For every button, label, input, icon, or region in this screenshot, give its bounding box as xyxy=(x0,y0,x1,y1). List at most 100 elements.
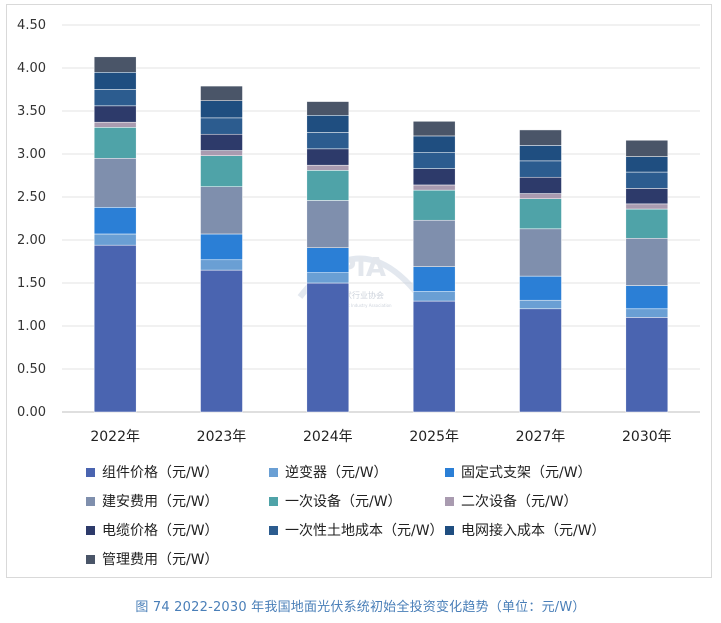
watermark-name: 中国光伏行业协会 xyxy=(320,290,384,300)
bar-segment xyxy=(412,168,456,186)
bar-segment xyxy=(93,56,137,73)
bar-segment xyxy=(519,228,562,277)
bar-segment xyxy=(93,89,137,107)
bar-segment xyxy=(200,233,243,261)
bar-segment xyxy=(93,121,137,128)
bar-segment xyxy=(412,266,456,292)
bar-segment xyxy=(200,150,243,156)
bar-segment xyxy=(306,282,350,413)
legend-label: 管理费用（元/W） xyxy=(102,552,219,568)
bar-segment xyxy=(306,247,350,273)
legend-label: 建安费用（元/W） xyxy=(102,494,219,510)
bar-segment xyxy=(412,219,456,267)
y-tick-label: 3.50 xyxy=(17,104,46,119)
bar-segment xyxy=(412,300,456,413)
legend-swatch xyxy=(445,496,454,506)
bar-segment xyxy=(93,105,137,123)
bar-segment xyxy=(625,238,669,286)
bar-segment xyxy=(306,115,350,133)
bar-segment xyxy=(519,160,562,178)
bar-segment xyxy=(200,186,243,235)
legend-item: 组件价格（元/W） xyxy=(86,462,219,482)
bar-segment xyxy=(200,85,243,101)
bar-segment xyxy=(306,101,350,116)
bar-stack xyxy=(412,121,456,413)
bar-stack xyxy=(306,101,350,413)
legend-swatch xyxy=(269,525,278,535)
y-tick-label: 0.50 xyxy=(17,362,46,377)
bar-stack xyxy=(625,139,669,413)
bar-segment xyxy=(200,117,243,135)
bar-segment xyxy=(519,299,562,310)
bar-segment xyxy=(519,176,562,194)
y-tick-label: 2.50 xyxy=(17,190,46,205)
legend-item: 电缆价格（元/W） xyxy=(86,520,219,540)
bar-segment xyxy=(625,188,669,205)
bar-segment xyxy=(93,72,137,90)
bar-segment xyxy=(93,158,137,208)
legend-item: 电网接入成本（元/W） xyxy=(445,520,606,540)
legend-item: 建安费用（元/W） xyxy=(86,491,219,511)
bar-segment xyxy=(412,189,456,221)
stacked-bar-chart: CPIA 中国光伏行业协会 China Photovoltaic Industr… xyxy=(17,18,700,445)
watermark-sub: China Photovoltaic Industry Association xyxy=(312,303,392,308)
bar-segment xyxy=(412,152,456,169)
legend-item: 二次设备（元/W） xyxy=(445,491,578,511)
bar-segment xyxy=(625,208,669,239)
bar-segment xyxy=(519,308,562,413)
legend-swatch xyxy=(86,554,95,564)
bar-segment xyxy=(519,198,562,230)
legend-swatch xyxy=(269,467,278,477)
y-tick-label: 2.00 xyxy=(17,233,46,248)
legend-label: 二次设备（元/W） xyxy=(461,494,578,510)
legend-label: 固定式支架（元/W） xyxy=(461,465,592,481)
legend-swatch xyxy=(86,467,95,477)
legend-swatch xyxy=(86,496,95,506)
bar-stack xyxy=(200,85,243,413)
bar-segment xyxy=(306,200,350,248)
legend-label: 电缆价格（元/W） xyxy=(102,523,219,539)
bar-segment xyxy=(412,121,456,137)
legend-item: 固定式支架（元/W） xyxy=(445,462,592,482)
bar-segment xyxy=(93,244,137,413)
y-tick-label: 4.00 xyxy=(17,61,46,76)
bar-segment xyxy=(625,317,669,413)
bar-stack xyxy=(93,56,137,413)
bar-segment xyxy=(519,275,562,301)
bar-segment xyxy=(625,285,669,310)
legend-swatch xyxy=(445,467,454,477)
legend-item: 管理费用（元/W） xyxy=(86,549,219,569)
bar-segment xyxy=(519,129,562,146)
legend-swatch xyxy=(445,525,454,535)
legend-swatch xyxy=(86,525,95,535)
figure-caption: 图 74 2022-2030 年我国地面光伏系统初始全投资变化趋势（单位：元/W… xyxy=(135,600,586,615)
bar-segment xyxy=(519,193,562,199)
bar-segment xyxy=(306,164,350,171)
bar-segment xyxy=(200,269,243,413)
bar-segment xyxy=(200,259,243,271)
legend-item: 一次设备（元/W） xyxy=(269,491,402,511)
gridlines xyxy=(62,24,700,413)
bar-segment xyxy=(306,272,350,284)
legend-item: 一次性土地成本（元/W） xyxy=(269,520,444,540)
x-category-label: 2022年 xyxy=(90,429,140,445)
y-tick-label: 4.50 xyxy=(17,18,46,33)
bar-segment xyxy=(625,156,669,173)
legend-swatch xyxy=(269,496,278,506)
y-tick-label: 0.00 xyxy=(17,405,46,420)
legend-label: 一次设备（元/W） xyxy=(285,494,402,510)
bar-segment xyxy=(200,133,243,151)
bar-stack xyxy=(519,129,562,413)
bar-segment xyxy=(306,132,350,150)
bar-segment xyxy=(412,184,456,191)
x-category-label: 2023年 xyxy=(197,429,247,445)
bar-segment xyxy=(625,308,669,318)
bar-segment xyxy=(93,207,137,235)
bar-segment xyxy=(93,233,137,246)
bar-segment xyxy=(519,145,562,162)
bar-segment xyxy=(625,171,669,189)
bar-segment xyxy=(412,291,456,302)
bar-segment xyxy=(306,170,350,201)
bar-segment xyxy=(200,100,243,119)
legend-item: 逆变器（元/W） xyxy=(269,462,388,482)
